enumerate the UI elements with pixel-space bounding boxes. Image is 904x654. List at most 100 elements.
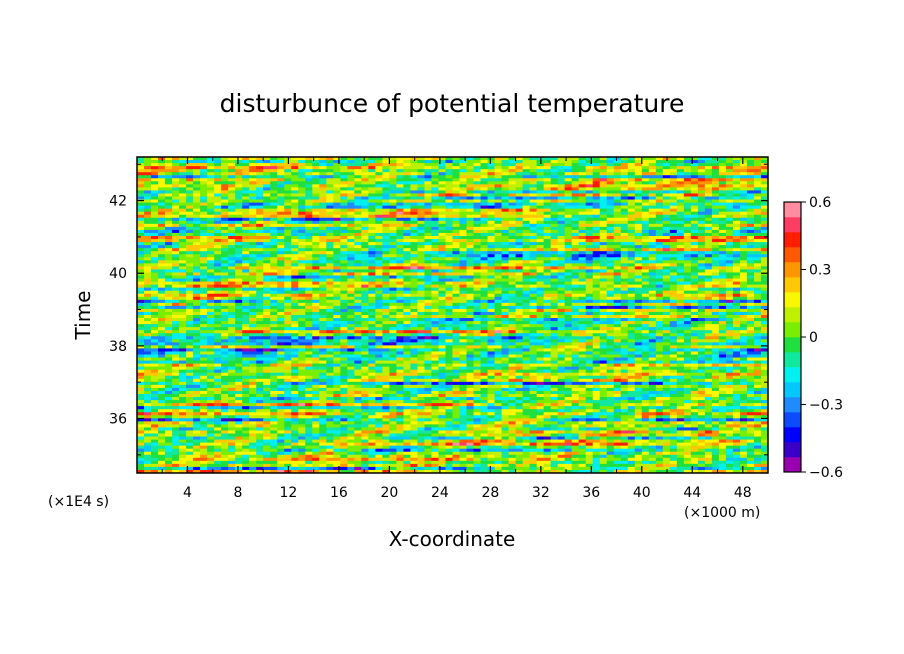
heatmap-cell: [613, 260, 622, 264]
heatmap-cell: [473, 166, 481, 170]
heatmap-cell: [718, 299, 727, 304]
heatmap-cell: [704, 160, 713, 164]
heatmap-cell: [683, 257, 692, 261]
heatmap-cell: [613, 281, 622, 286]
heatmap-cell: [480, 248, 488, 252]
heatmap-cell: [704, 196, 713, 200]
heatmap-cell: [606, 315, 615, 319]
heatmap-cell: [298, 232, 306, 237]
heatmap-cell: [319, 251, 327, 255]
heatmap-cell: [711, 287, 720, 292]
heatmap-cell: [508, 229, 516, 234]
heatmap-cell: [557, 266, 566, 270]
heatmap-cell: [403, 187, 411, 191]
heatmap-cell: [319, 311, 327, 316]
heatmap-cell: [725, 296, 734, 301]
heatmap-cell: [711, 275, 720, 279]
heatmap-cell: [291, 266, 299, 270]
heatmap-cell: [158, 266, 166, 270]
heatmap-cell: [669, 217, 678, 222]
heatmap-cell: [235, 163, 243, 167]
heatmap-cell: [333, 160, 341, 164]
heatmap-cell: [228, 208, 236, 213]
heatmap-cell: [340, 172, 348, 176]
heatmap-cell: [410, 229, 418, 234]
heatmap-cell: [578, 178, 587, 182]
heatmap-cell: [662, 169, 671, 173]
heatmap-cell: [641, 178, 650, 182]
heatmap-cell: [235, 305, 243, 310]
heatmap-cell: [718, 220, 727, 225]
heatmap-cell: [179, 184, 187, 188]
heatmap-cell: [739, 202, 748, 207]
heatmap-cell: [571, 211, 580, 216]
heatmap-cell: [235, 187, 243, 191]
heatmap-cell: [200, 278, 208, 282]
heatmap-cell: [508, 263, 516, 267]
heatmap-cell: [683, 284, 692, 289]
heatmap-cell: [200, 193, 208, 197]
heatmap-cell: [410, 257, 418, 261]
heatmap-cell: [284, 169, 292, 173]
heatmap-cell: [501, 181, 509, 185]
heatmap-cell: [501, 169, 509, 173]
heatmap-cell: [235, 278, 243, 282]
heatmap-cell: [606, 166, 615, 170]
heatmap-cell: [242, 232, 250, 237]
heatmap-cell: [319, 199, 327, 203]
heatmap-cell: [445, 193, 453, 197]
heatmap-cell: [284, 281, 292, 286]
heatmap-cell: [648, 208, 657, 213]
heatmap-cell: [172, 299, 180, 304]
heatmap-cell: [438, 275, 446, 279]
heatmap-cell: [263, 302, 271, 307]
heatmap-cell: [291, 242, 299, 246]
heatmap-cell: [242, 266, 250, 270]
heatmap-cell: [431, 236, 439, 240]
heatmap-cell: [634, 245, 643, 249]
heatmap-cell: [249, 202, 257, 207]
heatmap-cell: [221, 229, 229, 234]
heatmap-cell: [690, 321, 699, 325]
heatmap-cell: [501, 214, 509, 219]
heatmap-cell: [291, 208, 299, 213]
heatmap-cell: [487, 311, 495, 316]
heatmap-cell: [697, 226, 706, 231]
heatmap-cell: [487, 278, 495, 282]
heatmap-cell: [235, 208, 243, 213]
heatmap-cell: [347, 305, 355, 310]
heatmap-cell: [445, 181, 453, 185]
heatmap-cell: [550, 175, 559, 179]
heatmap-cell: [319, 208, 327, 213]
heatmap-cell: [683, 302, 692, 307]
heatmap-cell: [235, 220, 243, 225]
heatmap-cell: [599, 217, 608, 222]
heatmap-cell: [704, 178, 713, 182]
heatmap-cell: [270, 245, 278, 249]
heatmap-cell: [333, 157, 341, 161]
heatmap-cell: [704, 263, 713, 267]
heatmap-cell: [158, 223, 166, 228]
heatmap-cell: [711, 160, 720, 164]
heatmap-cell: [522, 217, 531, 222]
heatmap-cell: [746, 184, 755, 188]
heatmap-cell: [480, 172, 488, 176]
heatmap-cell: [739, 272, 748, 276]
heatmap-cell: [564, 226, 573, 231]
heatmap-cell: [620, 163, 629, 167]
heatmap-cell: [676, 220, 685, 225]
heatmap-cell: [760, 229, 768, 234]
heatmap-cell: [305, 217, 313, 222]
heatmap-cell: [606, 229, 615, 234]
heatmap-cell: [200, 254, 208, 258]
heatmap-cell: [634, 302, 643, 307]
heatmap-cell: [697, 229, 706, 234]
heatmap-cell: [501, 175, 509, 179]
heatmap-cell: [368, 308, 376, 313]
heatmap-cell: [606, 257, 615, 261]
heatmap-cell: [333, 178, 341, 182]
heatmap-cell: [375, 163, 383, 167]
heatmap-cell: [200, 315, 208, 319]
heatmap-cell: [305, 275, 313, 279]
heatmap-cell: [221, 287, 229, 292]
